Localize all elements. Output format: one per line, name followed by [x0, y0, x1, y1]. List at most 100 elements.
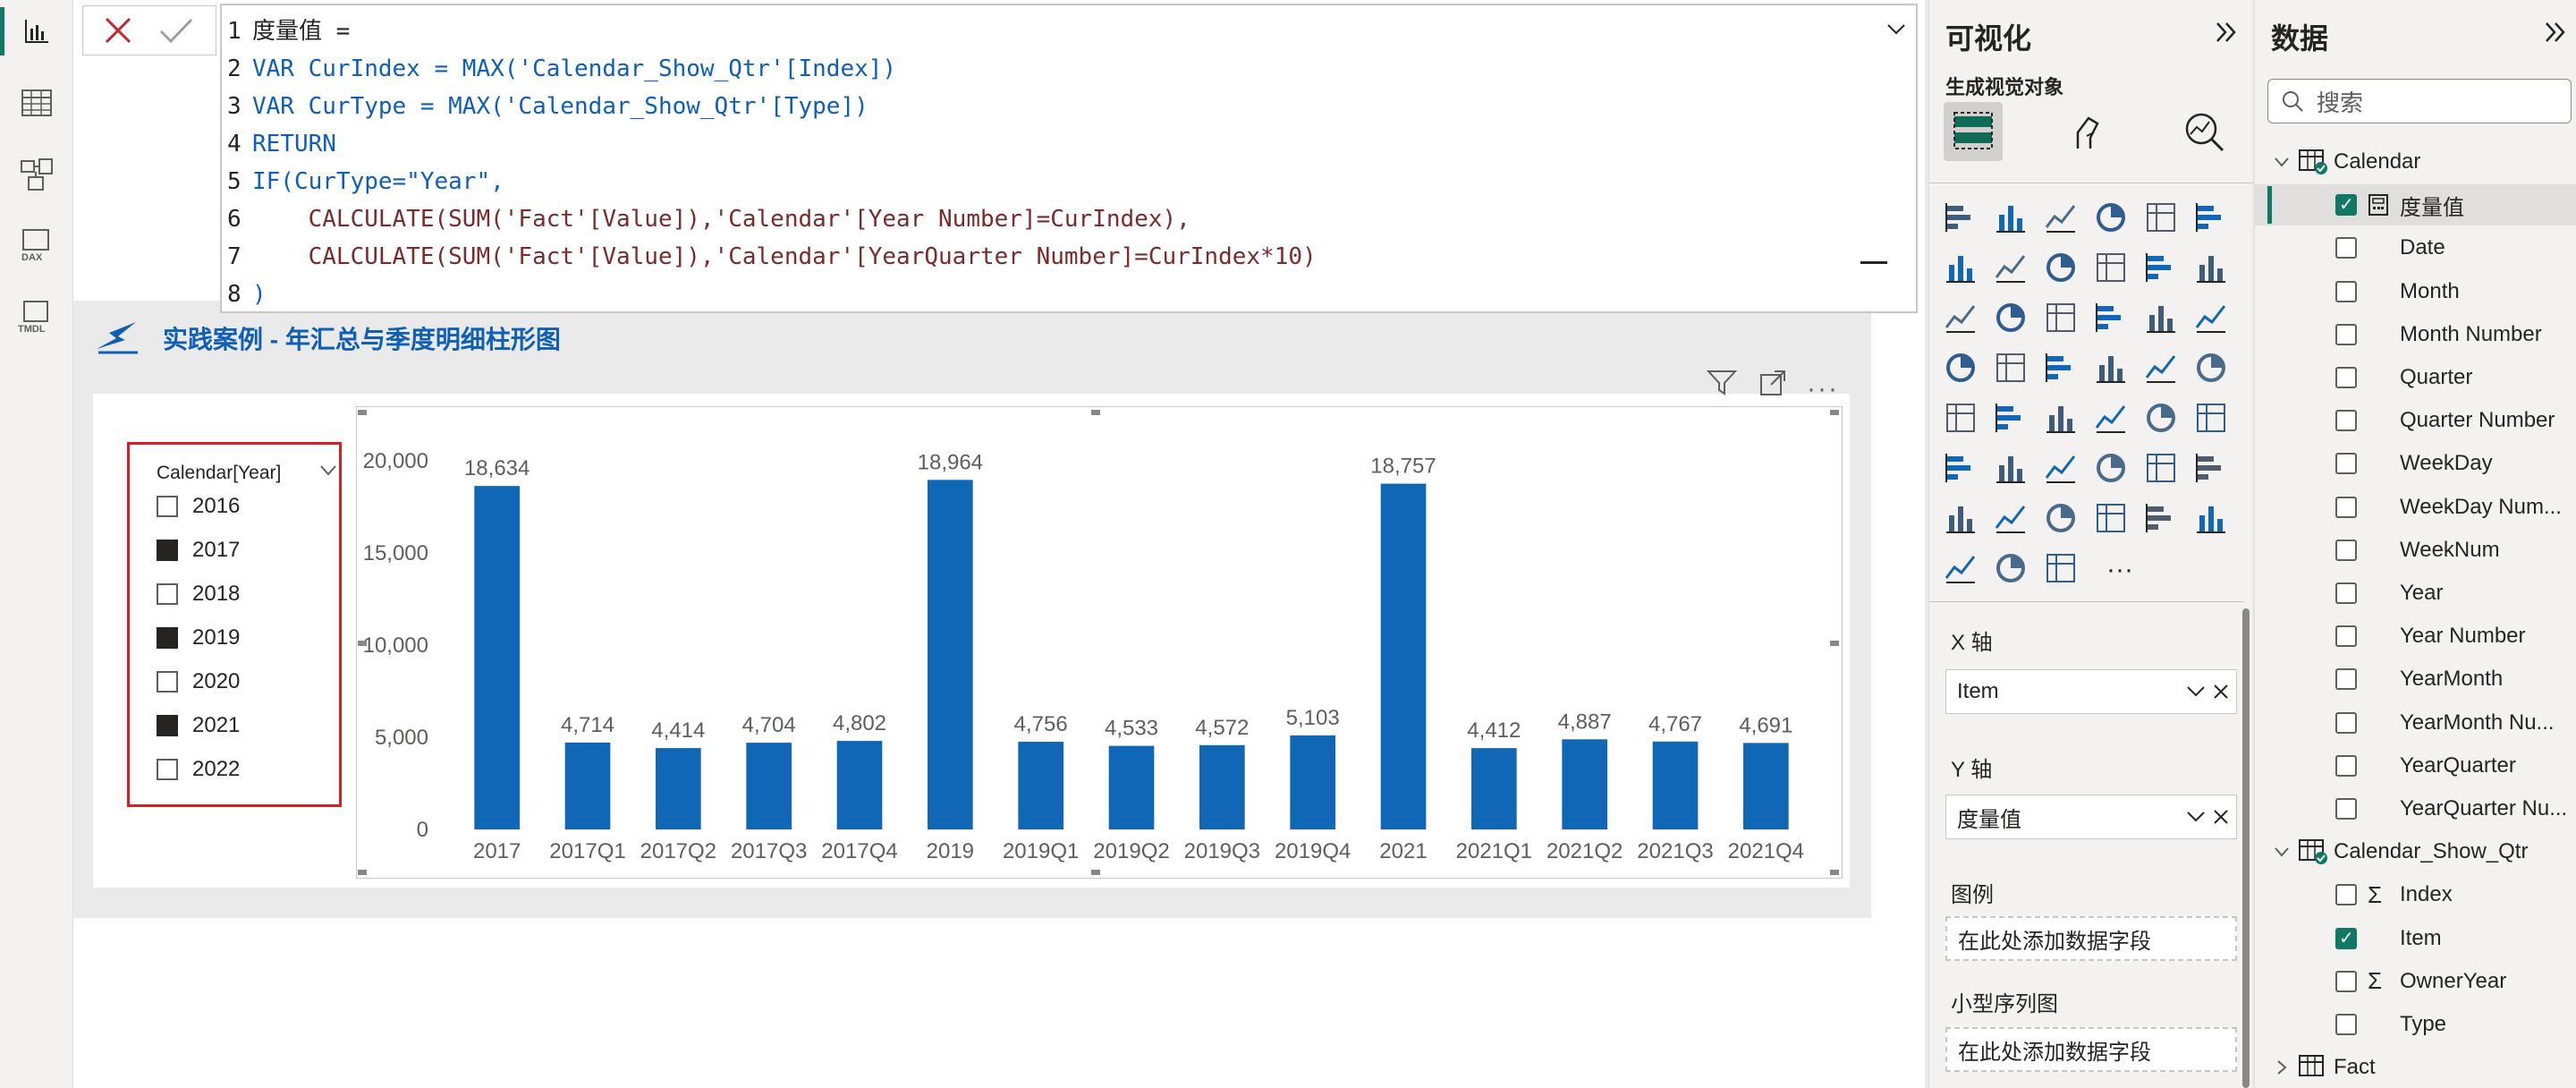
- shape-map-visual-button[interactable]: [2094, 351, 2128, 385]
- stacked-column-visual-button[interactable]: [1994, 200, 2028, 234]
- slicer-checkbox[interactable]: [157, 583, 178, 605]
- card-visual-button[interactable]: [1944, 401, 1978, 435]
- slicer-checkbox[interactable]: [157, 759, 178, 780]
- stacked-bar-visual-button[interactable]: [1944, 200, 1978, 234]
- line-chart-visual-button[interactable]: [1944, 251, 1978, 285]
- field-index[interactable]: Σ Index: [2255, 874, 2576, 915]
- gauge-visual-button[interactable]: [2194, 351, 2228, 385]
- build-visual-tab[interactable]: [1944, 102, 2003, 161]
- slicer-item-2021[interactable]: 2021: [157, 712, 240, 739]
- qa-visual-button[interactable]: [2144, 451, 2178, 485]
- slicer-checkbox[interactable]: [157, 627, 178, 649]
- field-checkbox[interactable]: [2335, 323, 2357, 345]
- table-fact[interactable]: Fact: [2273, 1047, 2376, 1088]
- field-checkbox[interactable]: [2335, 410, 2357, 432]
- field-checkbox[interactable]: [2335, 711, 2357, 734]
- remove-field-icon[interactable]: [2213, 684, 2229, 700]
- field-checkbox[interactable]: [2335, 798, 2357, 820]
- field-quarter[interactable]: Quarter: [2255, 357, 2576, 398]
- key-influencers-visual-button[interactable]: [2044, 451, 2078, 485]
- donut-visual-button[interactable]: [2194, 301, 2228, 335]
- line-stacked-column-visual-button[interactable]: [2194, 251, 2228, 285]
- field-month[interactable]: Month: [2255, 271, 2576, 312]
- map-visual-button[interactable]: [1994, 351, 2028, 385]
- field-checkbox[interactable]: [2335, 668, 2357, 691]
- multi-row-card-visual-button[interactable]: [1994, 401, 2028, 435]
- commit-formula-button[interactable]: [158, 15, 194, 50]
- field-checkbox[interactable]: [2335, 193, 2357, 217]
- collapse-viz-pane-button[interactable]: [2214, 20, 2239, 51]
- paginated-report-visual-button[interactable]: [1994, 501, 2028, 535]
- field-checkbox[interactable]: [2335, 1014, 2357, 1035]
- bar[interactable]: [474, 486, 520, 829]
- bar[interactable]: [836, 741, 883, 829]
- collapse-formula-button[interactable]: [1860, 261, 1887, 264]
- field-date[interactable]: Date: [2255, 227, 2576, 268]
- metrics-visual-button[interactable]: [1944, 501, 1978, 535]
- report-view-button[interactable]: [0, 7, 61, 55]
- bar[interactable]: [928, 480, 973, 829]
- bar[interactable]: [1018, 742, 1063, 829]
- r-visual-visual-button[interactable]: [1944, 451, 1978, 485]
- bar[interactable]: [1471, 748, 1517, 829]
- slicer-item-2016[interactable]: 2016: [157, 493, 240, 520]
- field-owneryear[interactable]: Σ OwnerYear: [2255, 961, 2576, 1002]
- collapse-data-pane-button[interactable]: [2543, 20, 2568, 51]
- remove-field-icon[interactable]: [2213, 809, 2229, 825]
- cancel-formula-button[interactable]: [103, 15, 133, 50]
- field-yearquarter[interactable]: YearQuarter: [2255, 745, 2576, 786]
- focus-mode-button[interactable]: [1758, 369, 1787, 402]
- matrix-visual-button[interactable]: [2194, 401, 2228, 435]
- slicer-item-2018[interactable]: 2018: [157, 581, 240, 608]
- more-visuals-button[interactable]: ···: [2106, 555, 2133, 584]
- legend-field-well[interactable]: 在此处添加数据字段: [1945, 916, 2237, 961]
- stacked-area-visual-button[interactable]: [2044, 251, 2078, 285]
- table-visual-visual-button[interactable]: [2144, 401, 2178, 435]
- new-slicer-visual-button[interactable]: [2094, 501, 2128, 535]
- bar[interactable]: [1380, 483, 1427, 829]
- text-slicer-visual-button[interactable]: [2194, 501, 2228, 535]
- button-slicer-visual-button[interactable]: [2144, 501, 2178, 535]
- smart-narrative-visual-button[interactable]: [2194, 451, 2228, 485]
- power-apps-visual-button[interactable]: [1994, 551, 2028, 585]
- chevron-down-icon[interactable]: [319, 464, 337, 477]
- field-checkbox[interactable]: [2335, 754, 2357, 777]
- slicer-item-2019[interactable]: 2019: [157, 625, 240, 651]
- pie-visual-button[interactable]: [2144, 301, 2178, 335]
- field-type[interactable]: Type: [2255, 1004, 2576, 1045]
- field-checkbox[interactable]: [2335, 367, 2357, 388]
- slicer-visual-button[interactable]: [2094, 401, 2128, 435]
- model-view-button[interactable]: [13, 150, 61, 199]
- power-automate-visual-button[interactable]: [2044, 551, 2078, 585]
- slicer-item-2017[interactable]: 2017: [157, 537, 240, 564]
- slicer-checkbox[interactable]: [157, 540, 178, 561]
- kpi-visual-button[interactable]: [2044, 401, 2078, 435]
- bar[interactable]: [1652, 741, 1699, 829]
- field-weekday[interactable]: WeekDay: [2255, 443, 2576, 484]
- decomposition-tree-visual-button[interactable]: [2094, 451, 2128, 485]
- field-yearmonth[interactable]: YearMonth: [2255, 659, 2576, 700]
- bar[interactable]: [1562, 739, 1607, 829]
- expand-formula-button[interactable]: [1885, 18, 1907, 46]
- clustered-column-visual-button[interactable]: [2094, 200, 2128, 234]
- table-calendar-show-qtr[interactable]: Calendar_Show_Qtr: [2273, 831, 2528, 872]
- bar[interactable]: [746, 743, 792, 829]
- field-year-number[interactable]: Year Number: [2255, 616, 2576, 657]
- area-chart-visual-button[interactable]: [1994, 251, 2028, 285]
- chevron-down-icon[interactable]: [2186, 811, 2206, 823]
- filter-button[interactable]: [1706, 369, 1738, 402]
- python-visual-visual-button[interactable]: [1994, 451, 2028, 485]
- tmdl-view-button[interactable]: TMDL: [13, 293, 61, 342]
- treemap-visual-button[interactable]: [1944, 351, 1978, 385]
- field-checkbox[interactable]: [2335, 496, 2357, 518]
- slicer-item-2022[interactable]: 2022: [157, 756, 240, 783]
- bar[interactable]: [1199, 744, 1245, 829]
- scatter-visual-button[interactable]: [2094, 301, 2128, 335]
- field-yearmonth-nu-[interactable]: YearMonth Nu...: [2255, 702, 2576, 744]
- azure-map-visual-button[interactable]: [2144, 351, 2178, 385]
- slicer-checkbox[interactable]: [157, 715, 178, 736]
- field-checkbox[interactable]: [2335, 539, 2357, 561]
- field-weeknum[interactable]: WeekNum: [2255, 530, 2576, 571]
- ribbon-chart-visual-button[interactable]: [1944, 301, 1978, 335]
- bar[interactable]: [1108, 745, 1155, 829]
